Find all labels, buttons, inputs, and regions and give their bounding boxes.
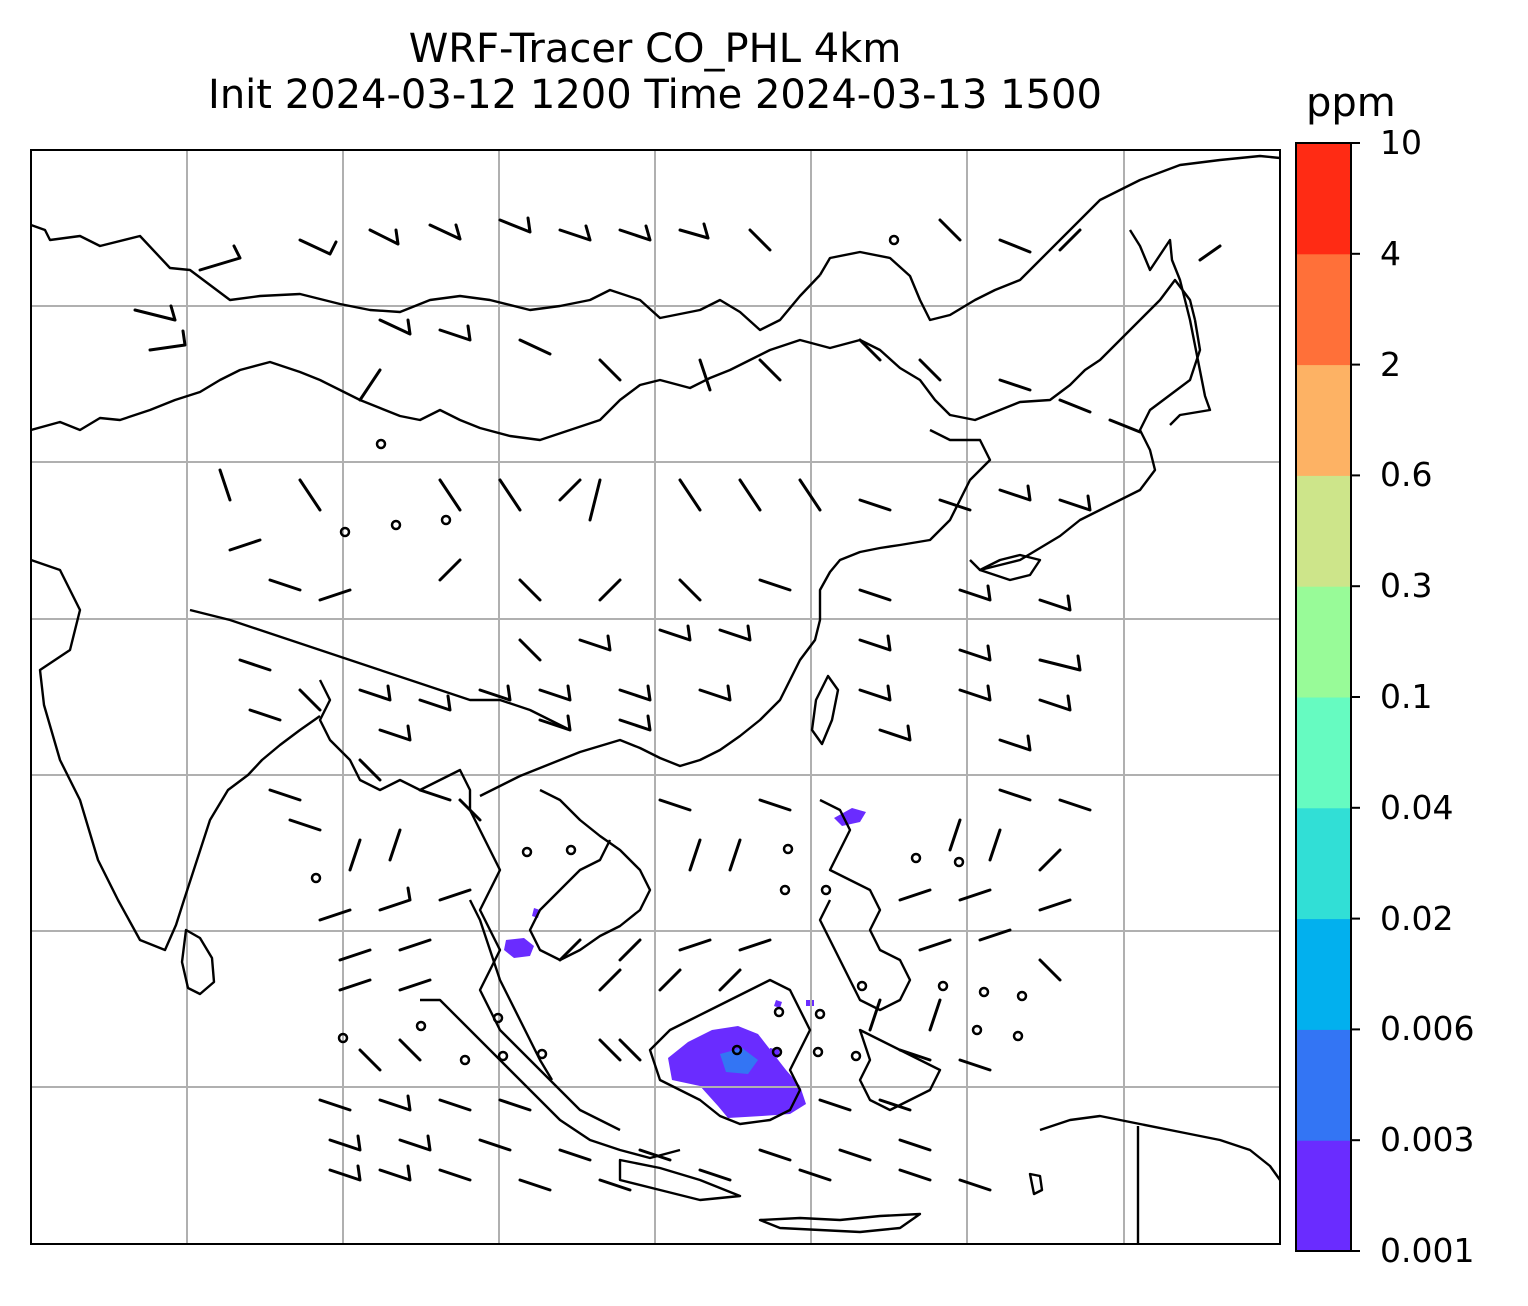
border-central-asia [31, 278, 1197, 442]
colorbar-tick-label: 0.001 [1380, 1231, 1475, 1270]
colorbar-tick-label: 0.006 [1380, 1009, 1475, 1049]
colorbar-segment [1296, 364, 1351, 476]
coastline-borneo [648, 978, 812, 1126]
colorbar-tick-label: 0.3 [1380, 566, 1433, 606]
colorbar-segment [1296, 918, 1351, 1030]
colorbar-tick-label: 0.04 [1380, 787, 1454, 827]
coastline-malay-peninsula [468, 899, 554, 1081]
colorbar-tick-label: 10 [1380, 123, 1422, 162]
coastline-korea-japan [969, 319, 1202, 572]
colorbar-tick-label: 4 [1380, 233, 1401, 273]
coastline-new-guinea [1039, 1114, 1280, 1181]
calm-wind-markers [310, 234, 1028, 1066]
coastline-taiwan [810, 674, 840, 746]
colorbar-segment [1296, 475, 1351, 587]
map-gridlines [31, 150, 1280, 1244]
map-frame [30, 149, 1281, 1245]
title-line-1: WRF-Tracer CO_PHL 4km [408, 26, 902, 72]
colorbar-frame [1295, 142, 1352, 1252]
coastline-north-land [818, 154, 1280, 322]
coastline-sulawesi [858, 1028, 942, 1112]
colorbar-segment [1296, 143, 1351, 255]
coastlines-and-borders [31, 154, 1280, 1244]
coastline-philippines [818, 798, 912, 1012]
colorbar-segment [1296, 253, 1351, 366]
colorbar-segment [1296, 1140, 1351, 1252]
colorbar-segment [1296, 697, 1351, 809]
border-mainland-se-asia [318, 679, 621, 1132]
colorbar-segment [1296, 807, 1351, 920]
coastline-sri-lanka [180, 928, 216, 996]
coastline-india [31, 558, 321, 952]
colorbar-segment [1296, 586, 1351, 698]
coastline-java [618, 1158, 742, 1202]
colorbar-tick-label: 0.6 [1380, 455, 1433, 495]
island-japan [978, 553, 1042, 582]
coastline-lesser-sunda [758, 1212, 922, 1234]
coastline-sumatra [420, 998, 681, 1160]
island-small-east [1028, 1172, 1044, 1196]
colorbar-tick-label: 2 [1380, 344, 1401, 384]
colorbar-segment [1296, 1029, 1351, 1141]
colorbar-tick-label: 0.1 [1380, 677, 1433, 716]
coastline-arabia-west [31, 223, 821, 332]
coastline-indochina [528, 788, 652, 962]
coastline-china-east [479, 428, 992, 798]
wind-barbs [133, 216, 1222, 1192]
plot-title: WRF-Tracer CO_PHL 4km Init 2024-03-12 12… [30, 26, 1280, 118]
colorbar-unit: ppm [1306, 80, 1396, 126]
colorbar-tick-label: 0.02 [1380, 898, 1454, 938]
title-line-2: Init 2024-03-12 1200 Time 2024-03-13 150… [208, 72, 1102, 118]
colorbar-tick-label: 0.003 [1380, 1120, 1475, 1160]
coastline-north-peninsula [1128, 229, 1212, 426]
colorbar [1296, 142, 1360, 1252]
border-himalaya [189, 608, 571, 732]
